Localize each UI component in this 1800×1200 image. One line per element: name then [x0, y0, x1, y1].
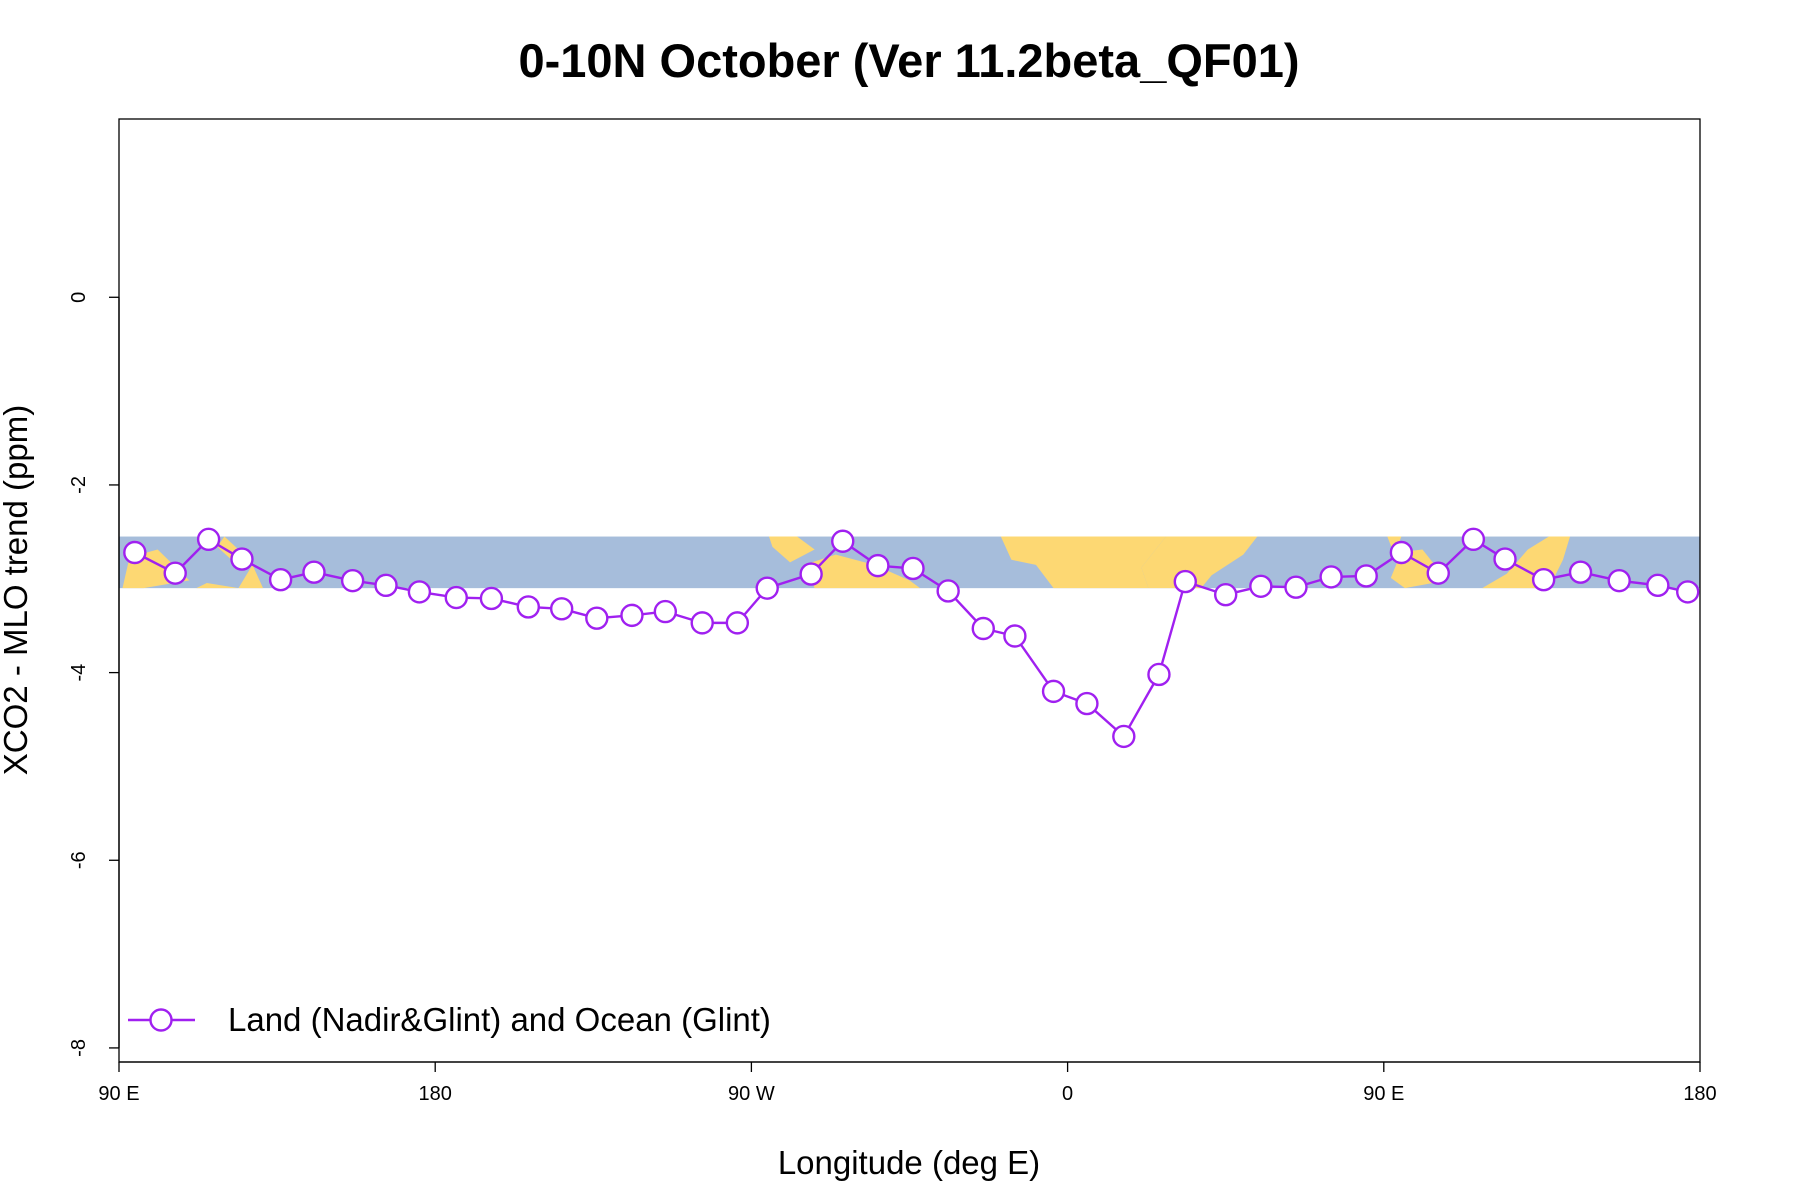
legend-label: Land (Nadir&Glint) and Ocean (Glint) — [228, 1001, 771, 1038]
y-tick-label: 0 — [68, 292, 90, 303]
data-point — [1426, 561, 1450, 585]
data-point — [1646, 573, 1670, 598]
data-point — [163, 561, 187, 585]
data-point — [407, 580, 432, 604]
data-point — [1676, 580, 1700, 604]
y-tick-label: -6 — [68, 851, 90, 869]
y-tick-label: -4 — [68, 664, 90, 682]
x-axis-label: Longitude (deg E) — [778, 1144, 1040, 1181]
data-point — [831, 529, 855, 553]
data-point — [653, 599, 678, 624]
data-point — [725, 611, 750, 635]
data-point — [1213, 583, 1238, 607]
data-point — [1568, 560, 1593, 584]
data-point — [374, 573, 398, 598]
chart-title: 0-10N October (Ver 11.2beta_QF01) — [518, 34, 1299, 87]
x-tick-label: 90 E — [98, 1083, 139, 1105]
land-shape — [804, 554, 921, 589]
data-point — [340, 568, 365, 593]
x-tick-label: 180 — [1683, 1083, 1716, 1105]
data-point — [1075, 691, 1099, 716]
land-shape — [1000, 536, 1166, 589]
data-point — [1173, 569, 1197, 594]
data-point — [1041, 679, 1066, 704]
data-point — [1461, 527, 1486, 552]
data-point — [1284, 575, 1308, 599]
land-shape — [196, 564, 264, 589]
data-point — [516, 595, 541, 619]
y-axis: 0 -2 -4 -6 -8 — [68, 292, 120, 1057]
x-tick-label: 90 E — [1363, 1083, 1404, 1105]
data-point — [971, 616, 995, 641]
data-point — [620, 603, 644, 628]
data-point — [1389, 540, 1414, 565]
data-point — [1003, 624, 1027, 648]
data-point — [302, 560, 326, 584]
legend-marker — [149, 1008, 173, 1032]
series-layer — [123, 527, 1700, 749]
y-axis-label: XCO2 - MLO trend (ppm) — [0, 405, 34, 775]
data-point — [1493, 547, 1517, 571]
x-tick-label: 90 W — [728, 1083, 775, 1105]
data-point — [1249, 574, 1273, 598]
land-shape — [1141, 536, 1258, 589]
data-point — [1147, 662, 1171, 687]
data-point — [230, 547, 254, 571]
x-tick-label: 180 — [419, 1083, 452, 1105]
data-point — [1354, 564, 1378, 588]
x-axis: 90 E 180 90 W 0 90 E 180 — [98, 1061, 1717, 1105]
data-point — [479, 586, 504, 611]
data-point — [901, 556, 925, 581]
data-point — [799, 562, 823, 586]
data-point — [755, 576, 779, 600]
data-point — [1112, 724, 1136, 749]
data-point — [690, 611, 714, 635]
data-point — [1531, 568, 1556, 592]
data-point — [444, 585, 468, 610]
data-point — [1607, 568, 1631, 593]
data-point — [866, 553, 890, 578]
y-tick-label: -8 — [68, 1039, 90, 1057]
data-point — [585, 606, 609, 630]
data-point — [196, 527, 221, 552]
data-point — [123, 540, 147, 565]
data-point — [268, 568, 293, 592]
legend: Land (Nadir&Glint) and Ocean (Glint) — [128, 1001, 771, 1038]
data-point — [1319, 565, 1343, 589]
data-point — [549, 597, 574, 621]
data-point — [936, 579, 960, 603]
land-shape — [768, 536, 815, 563]
x-tick-label: 0 — [1062, 1083, 1073, 1105]
y-tick-label: -2 — [68, 476, 90, 494]
